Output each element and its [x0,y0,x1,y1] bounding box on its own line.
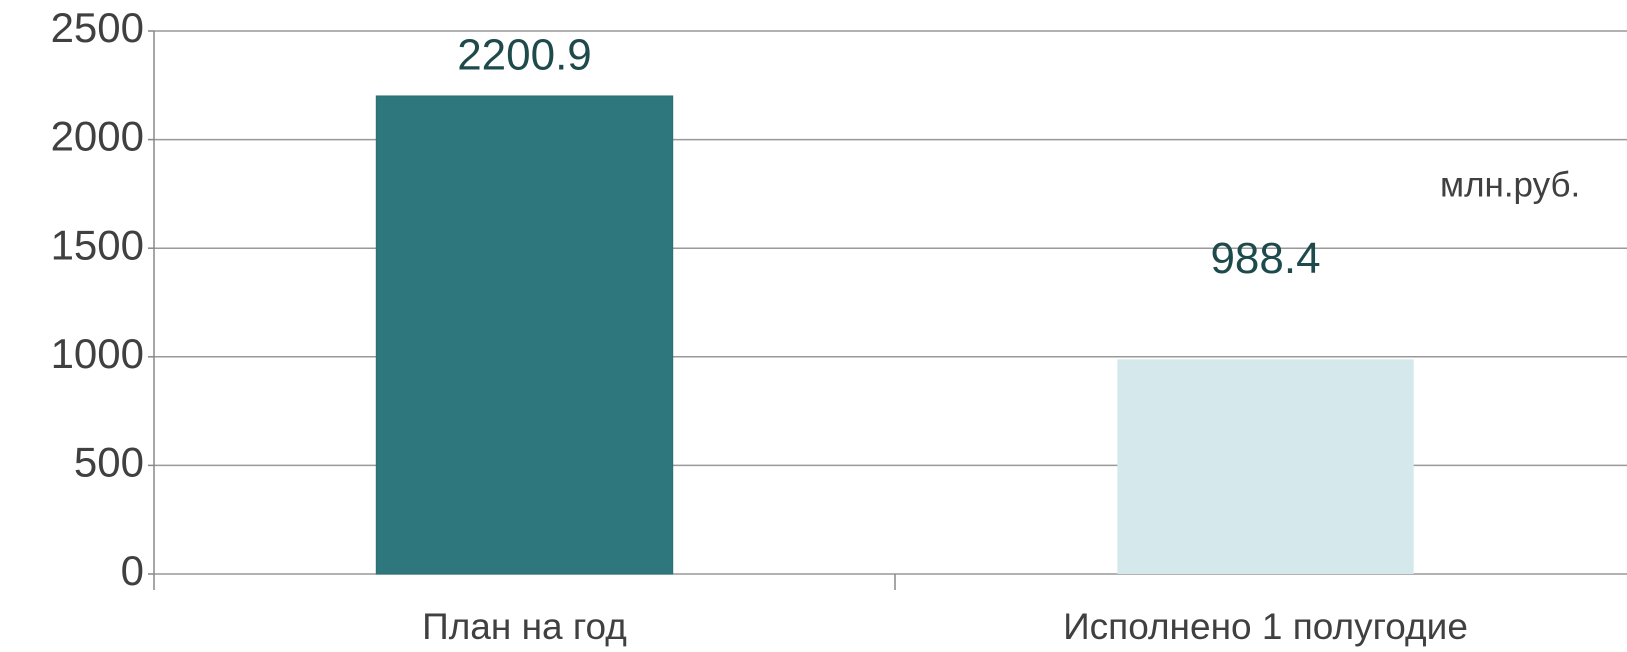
data-label: 2200.9 [457,31,592,80]
data-label: 988.4 [1210,234,1320,283]
y-tick-label: 1000 [51,330,144,377]
y-tick-label: 500 [74,438,144,485]
bar [1117,359,1414,574]
x-tick-label: Исполнено 1 полугодие [1063,606,1468,647]
bar [375,95,674,575]
y-tick-label: 1500 [51,221,144,268]
y-tick-label: 0 [121,547,144,594]
x-tick-label: План на год [422,606,627,647]
unit-annotation: млн.руб. [1440,165,1580,204]
y-tick-label: 2500 [51,4,144,51]
y-tick-label: 2000 [51,113,144,160]
